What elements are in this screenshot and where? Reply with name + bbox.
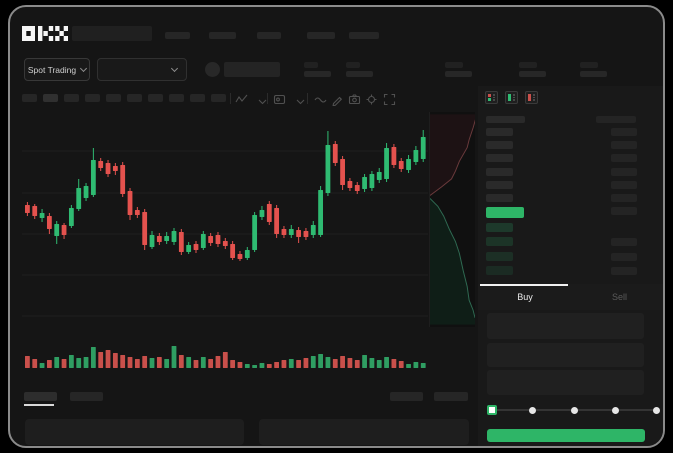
ask-row-skeleton — [611, 180, 637, 189]
buy-submit-button[interactable] — [487, 429, 645, 442]
ask-row-skeleton — [486, 128, 513, 136]
bid-row-skeleton — [486, 251, 513, 261]
ask-row-skeleton — [486, 194, 513, 202]
indicators-icon[interactable] — [273, 93, 286, 106]
chevron-down-icon — [170, 64, 179, 72]
ask-row-skeleton — [486, 154, 513, 163]
timeframe-skeleton[interactable] — [106, 94, 121, 102]
ask-row-skeleton — [486, 180, 513, 189]
bid-row-skeleton — [486, 266, 513, 276]
ask-row-skeleton — [486, 167, 513, 176]
search-skeleton[interactable] — [72, 26, 152, 41]
ask-row-skeleton — [611, 167, 637, 176]
nav-item-skeleton[interactable] — [209, 32, 236, 39]
bid-row-skeleton — [486, 237, 513, 247]
slider-handle[interactable] — [486, 405, 497, 415]
ask-row-skeleton — [611, 194, 637, 202]
tab-sell[interactable]: Sell — [611, 292, 627, 302]
bid-row-skeleton — [611, 238, 637, 247]
bottom-tab-underline — [24, 404, 54, 406]
chevron-down-icon[interactable] — [294, 95, 307, 108]
depth-profile — [429, 112, 475, 327]
drawing-line-icon[interactable] — [314, 93, 327, 106]
chart-style-icon[interactable] — [235, 93, 248, 106]
ask-row-skeleton — [611, 154, 637, 163]
slider-stop[interactable] — [611, 406, 619, 414]
ask-row-skeleton — [611, 141, 637, 150]
price-input-skeleton[interactable] — [487, 313, 644, 339]
pencil-icon[interactable] — [331, 93, 344, 107]
chevron-down-icon — [80, 64, 88, 72]
amount-input-skeleton[interactable] — [487, 343, 644, 367]
tab-buy[interactable]: Buy — [517, 292, 533, 302]
orderbook-header-skeleton — [596, 116, 636, 123]
nav-item-skeleton[interactable] — [307, 32, 335, 39]
market-type-label: Spot Trading — [27, 64, 77, 75]
bid-row-skeleton — [611, 267, 637, 276]
bid-row-skeleton — [486, 223, 513, 232]
nav-item-skeleton[interactable] — [257, 32, 281, 39]
orderbook-row-skeleton — [611, 207, 637, 215]
coin-avatar — [205, 62, 220, 77]
bid-row-skeleton — [611, 252, 637, 261]
pair-selector[interactable] — [97, 58, 187, 81]
orderbook-view-asks-icon[interactable] — [525, 91, 538, 104]
timeframe-skeleton[interactable] — [169, 94, 184, 102]
ask-row-skeleton — [486, 141, 513, 150]
chevron-down-icon[interactable] — [256, 95, 269, 108]
bottom-panel-skeleton — [259, 419, 469, 445]
nav-item-skeleton[interactable] — [349, 32, 379, 39]
last-price-button[interactable] — [486, 207, 524, 218]
app-window: Spot Trading — [8, 5, 665, 448]
bottom-panel-skeleton — [25, 419, 244, 445]
market-type-selector[interactable]: Spot Trading — [24, 58, 90, 81]
bottom-action-skeleton[interactable] — [390, 392, 423, 401]
pair-name-skeleton — [224, 62, 280, 77]
timeframe-skeleton[interactable] — [148, 94, 163, 102]
trade-tabs: Buy Sell — [478, 284, 663, 310]
slider-stop[interactable] — [653, 406, 660, 414]
orderbook-header-skeleton — [486, 116, 525, 123]
slider-stop[interactable] — [529, 406, 537, 414]
nav-item-skeleton[interactable] — [165, 32, 190, 39]
slider-stop[interactable] — [570, 406, 578, 414]
bottom-action-skeleton[interactable] — [434, 392, 468, 401]
bottom-tab-skeleton[interactable] — [70, 392, 103, 401]
timeframe-skeleton[interactable] — [64, 94, 79, 102]
fullscreen-icon[interactable] — [383, 93, 396, 106]
timeframe-skeleton[interactable] — [190, 94, 205, 102]
timeframe-skeleton[interactable] — [127, 94, 142, 102]
orderbook-view-bids-icon[interactable] — [505, 91, 518, 104]
timeframe-skeleton[interactable] — [22, 94, 37, 102]
orderbook-view-all-icon[interactable] — [485, 91, 498, 104]
candlestick-chart[interactable] — [22, 112, 428, 370]
active-tab-indicator — [480, 284, 568, 286]
okx-logo — [22, 26, 68, 41]
timeframe-skeleton[interactable] — [85, 94, 100, 102]
timeframe-skeleton[interactable] — [211, 94, 226, 102]
camera-icon[interactable] — [348, 93, 361, 106]
total-input-skeleton[interactable] — [487, 370, 644, 395]
ask-row-skeleton — [611, 128, 637, 136]
timeframe-skeleton[interactable] — [43, 94, 58, 102]
bottom-tab-skeleton-active[interactable] — [24, 392, 57, 401]
gear-icon[interactable] — [365, 93, 378, 106]
